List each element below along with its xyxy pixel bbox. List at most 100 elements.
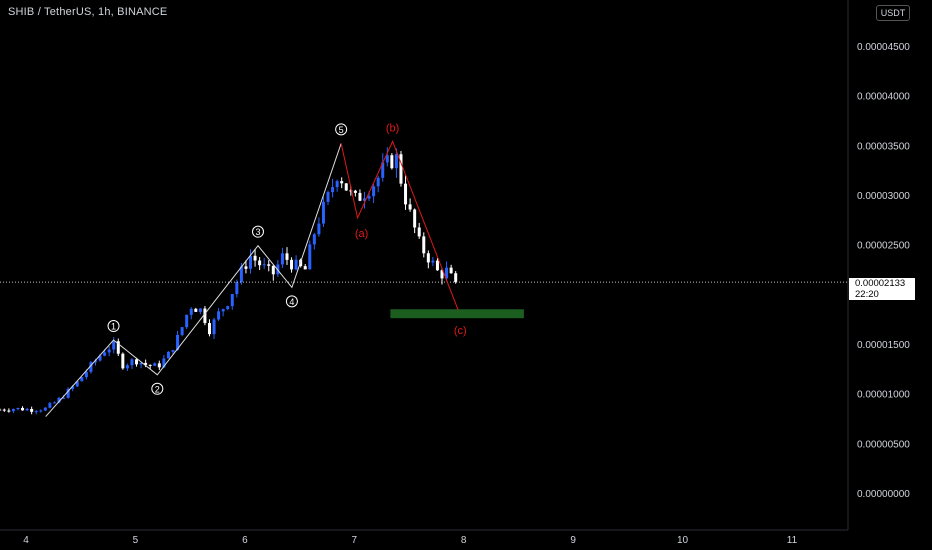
x-tick-label: 4 xyxy=(23,535,29,546)
wave-label: 1 xyxy=(111,322,116,332)
candle-body xyxy=(171,350,175,352)
candle-body xyxy=(335,181,339,188)
candle-body xyxy=(344,183,348,191)
candle-body xyxy=(372,186,376,197)
candle-body xyxy=(93,360,97,363)
candle-body xyxy=(431,260,435,263)
wave-label-circle xyxy=(151,382,164,395)
chart-title: SHIB / TetherUS, 1h, BINANCE xyxy=(8,6,168,18)
candle-body xyxy=(362,198,366,201)
candle-body xyxy=(258,260,262,266)
candle-body xyxy=(353,190,357,193)
y-tick-label: 0.00001000 xyxy=(857,390,910,401)
corrective-wave-label: (a) xyxy=(355,228,368,240)
candle-body xyxy=(217,311,221,320)
wave-label-circle xyxy=(251,225,264,238)
wave-lines: 1 2 3 4 5 (a) (b) (c) xyxy=(45,122,467,417)
candle-body xyxy=(144,362,148,365)
x-tick-label: 8 xyxy=(461,535,467,546)
candle-body xyxy=(303,266,307,270)
candle-body xyxy=(417,227,421,237)
candle-body xyxy=(135,359,139,365)
candle-body xyxy=(103,352,107,356)
candle-body xyxy=(212,319,216,335)
candlestick-series xyxy=(0,147,848,415)
candle-body xyxy=(30,408,34,412)
candle-body xyxy=(198,308,202,312)
currency-button[interactable]: USDT xyxy=(876,5,910,21)
candle-body xyxy=(176,334,180,351)
candle-body xyxy=(381,162,385,178)
candle-body xyxy=(21,407,25,411)
candle-body xyxy=(422,236,426,254)
candle-body xyxy=(11,409,15,412)
last-price-value: 0.00002133 xyxy=(855,278,906,289)
x-tick-label: 5 xyxy=(133,535,139,546)
candle-body xyxy=(230,293,234,307)
wave-label: 2 xyxy=(155,384,160,394)
candle-body xyxy=(239,266,243,283)
target-zone xyxy=(390,309,524,319)
corrective-wave-line xyxy=(340,140,459,311)
wave-label-circle xyxy=(285,295,298,308)
x-tick-label: 6 xyxy=(242,535,248,546)
impulse-wave-line xyxy=(45,143,342,417)
candle-body xyxy=(445,267,449,279)
candle-body xyxy=(280,253,284,265)
candle-body xyxy=(267,264,271,266)
wave-label-circle xyxy=(107,320,120,333)
candle-body xyxy=(340,181,344,184)
wave-label: 4 xyxy=(289,297,294,307)
candle-body xyxy=(7,410,11,412)
candle-body xyxy=(148,364,152,366)
candle-body xyxy=(285,253,289,260)
candle-body xyxy=(271,265,275,275)
candle-body xyxy=(376,177,380,187)
wave-label-circle xyxy=(335,123,348,136)
candle-body xyxy=(349,190,353,192)
candle-body xyxy=(331,187,335,193)
candle-body xyxy=(48,403,52,408)
y-tick-label: 0.00004500 xyxy=(857,42,910,53)
candle-body xyxy=(66,388,70,398)
candle-body xyxy=(71,386,75,389)
corrective-wave-label: (b) xyxy=(386,122,399,134)
x-tick-label: 10 xyxy=(677,535,689,546)
candle-body xyxy=(121,353,125,369)
candle-body xyxy=(385,155,389,163)
candle-body xyxy=(207,323,211,335)
candle-body xyxy=(89,362,93,372)
y-tick-label: 0.00004000 xyxy=(857,92,910,103)
y-tick-label: 0.00002500 xyxy=(857,241,910,252)
x-tick-label: 11 xyxy=(787,535,798,546)
candle-body xyxy=(153,363,157,366)
candle-body xyxy=(253,255,257,261)
last-price-label: 0.00002133 22:20 xyxy=(849,278,915,300)
candle-body xyxy=(358,192,362,201)
candle-body xyxy=(203,308,207,324)
candle-body xyxy=(367,196,371,199)
candle-body xyxy=(408,204,412,210)
candle-body xyxy=(139,362,143,365)
candle-body xyxy=(166,351,170,359)
candle-body xyxy=(116,341,120,354)
candle-body xyxy=(290,259,294,270)
candle-body xyxy=(435,260,439,271)
candle-body xyxy=(454,273,458,283)
candle-body xyxy=(308,244,312,270)
candle-body xyxy=(98,355,102,361)
candle-body xyxy=(57,397,61,403)
candle-body xyxy=(440,270,444,279)
candle-body xyxy=(75,381,79,387)
time-axis: 4 5 6 7 8 9 10 11 xyxy=(0,529,848,546)
candle-body xyxy=(125,365,129,369)
candle-body xyxy=(185,314,189,328)
wave-label: 5 xyxy=(339,125,344,135)
corrective-wave-label: (c) xyxy=(454,325,467,337)
candle-body xyxy=(449,267,453,274)
candle-body xyxy=(326,192,330,202)
candle-body xyxy=(235,282,239,294)
candle-body xyxy=(0,409,2,411)
candle-body xyxy=(294,259,298,270)
